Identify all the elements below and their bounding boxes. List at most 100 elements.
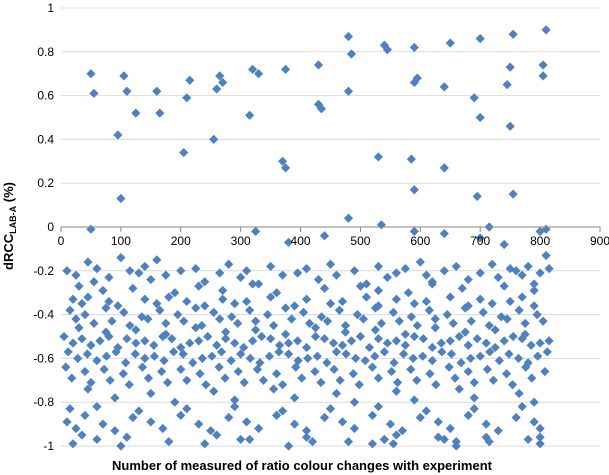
data-point [218,77,228,88]
data-point [529,285,539,296]
data-point [119,71,129,81]
data-point [385,419,395,429]
data-point [269,384,279,394]
data-point [367,439,378,449]
data-point [67,373,77,383]
data-point [157,366,167,377]
data-point [444,362,454,372]
data-point [391,294,401,304]
data-point [61,362,71,372]
data-point [170,288,180,298]
data-point [257,331,267,342]
data-point [412,375,422,385]
data-point [487,259,497,269]
data-point [475,112,485,123]
data-point [113,130,123,140]
data-point [502,80,512,90]
data-point [409,77,419,88]
data-point [337,417,348,427]
data-point [280,303,291,313]
data-point [212,340,222,350]
data-point [218,294,228,304]
data-point [523,261,533,272]
data-point [526,340,536,350]
data-point [77,430,87,440]
data-point [409,226,419,236]
data-point [307,437,318,447]
data-point [373,401,384,412]
data-point [373,285,384,296]
data-point [274,340,285,350]
data-point [107,316,117,326]
data-point [149,351,160,361]
data-point [245,353,255,363]
data-point [230,299,240,309]
y-axis-title-unit: (%) [1,182,16,206]
data-point [409,42,419,53]
data-point [451,261,461,272]
data-point [116,253,126,263]
y-tick-label: -0.6 [33,351,54,365]
data-point [161,318,171,328]
data-point [529,279,539,289]
data-point [65,404,75,414]
data-point [408,353,418,363]
data-point [191,303,201,313]
data-point [316,104,327,114]
data-point [412,73,422,83]
data-point [379,347,389,357]
data-point [329,364,339,374]
data-point [224,259,234,269]
data-point [245,305,255,315]
data-point [542,347,552,357]
data-point [140,336,150,346]
data-point [101,303,111,313]
data-point [523,358,533,368]
data-point [301,426,312,436]
data-point [382,45,392,55]
data-point [501,369,512,379]
data-point [272,410,282,420]
data-point [523,434,533,445]
data-point [367,410,378,420]
data-point [337,296,348,307]
data-point [293,355,303,366]
data-point [158,423,168,434]
data-point [236,272,246,282]
data-point [74,281,84,291]
data-point [252,364,263,374]
data-point [137,312,147,322]
data-point [266,334,276,344]
data-point [164,437,174,447]
data-point [119,307,129,318]
data-point [463,340,473,350]
data-point [535,268,545,278]
data-point [514,388,524,399]
data-point [134,268,144,278]
data-point [164,292,174,302]
data-point [439,163,449,173]
data-point [239,377,249,388]
data-point [188,358,198,368]
y-tick-label: -0.4 [33,308,54,322]
data-point [197,320,207,331]
data-point [283,338,294,348]
y-tick-label: 0.2 [37,176,54,190]
data-point [487,299,497,309]
data-point [398,349,409,359]
data-point [182,93,192,103]
data-point [439,228,449,239]
y-tick-label: -1 [43,439,54,453]
data-point [170,397,180,407]
data-point [511,412,521,423]
data-point [511,266,521,276]
data-point [499,281,509,291]
data-point [379,40,389,50]
data-point [493,426,503,436]
data-point [325,404,336,414]
data-point [242,266,252,276]
data-point [227,312,237,322]
data-point [445,336,455,346]
x-tick-label: 300 [231,234,251,248]
data-point [373,373,384,383]
